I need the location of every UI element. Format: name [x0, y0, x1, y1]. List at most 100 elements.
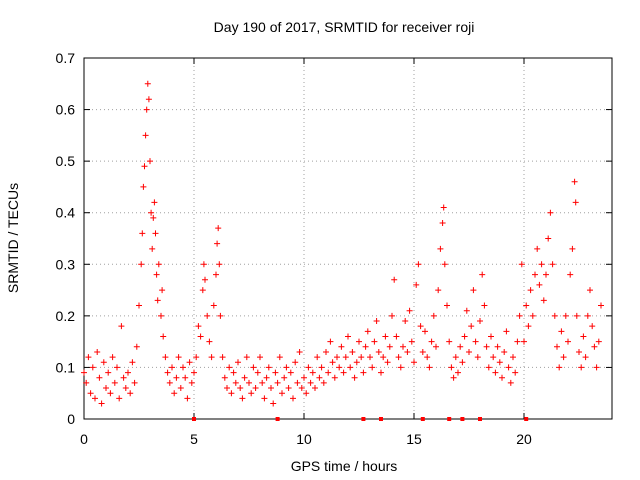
data-point [565, 338, 571, 345]
data-point [149, 245, 156, 252]
zero-marker [420, 417, 425, 421]
x-axis-label: GPS time / hours [291, 458, 398, 474]
data-point [158, 312, 164, 319]
data-point [125, 369, 131, 376]
data-point [572, 199, 579, 206]
data-point [246, 379, 252, 386]
data-point [145, 96, 152, 103]
data-point [216, 261, 223, 268]
data-point [133, 343, 140, 350]
data-point [450, 374, 457, 381]
x-tick-label: 5 [190, 431, 198, 447]
data-point [413, 281, 420, 288]
data-point [523, 302, 530, 309]
data-point [204, 312, 211, 319]
data-point [540, 297, 547, 304]
data-point [419, 348, 426, 355]
data-point [285, 385, 292, 392]
data-point [118, 323, 125, 330]
data-point [272, 369, 279, 376]
data-point [591, 343, 598, 350]
data-point [395, 354, 402, 361]
data-point [527, 287, 534, 294]
data-point [155, 261, 162, 268]
data-point [120, 374, 127, 381]
data-point [182, 374, 189, 381]
data-point [342, 354, 349, 361]
data-point [243, 354, 250, 361]
data-point [143, 106, 150, 113]
data-point [83, 379, 90, 386]
data-point [103, 385, 109, 392]
data-point [503, 328, 510, 335]
data-point [402, 318, 409, 325]
data-point [100, 359, 107, 366]
data-point [221, 374, 228, 381]
data-point [499, 374, 505, 381]
data-point [298, 385, 305, 392]
y-tick-label: 0.1 [56, 359, 76, 375]
data-point [468, 323, 475, 330]
data-point [351, 374, 358, 381]
data-point [139, 230, 146, 237]
data-point [274, 379, 281, 386]
data-point [224, 385, 230, 392]
data-point [228, 390, 235, 397]
data-point [173, 374, 180, 381]
data-point [177, 385, 184, 392]
data-point [276, 354, 283, 361]
data-point [331, 374, 338, 381]
data-point [578, 364, 585, 371]
data-point [270, 400, 277, 407]
data-points [81, 80, 604, 421]
data-point [573, 312, 580, 319]
data-point [446, 338, 453, 345]
data-point [338, 343, 345, 350]
data-point [111, 379, 118, 386]
data-point [356, 338, 362, 345]
data-point [437, 245, 444, 252]
data-point [252, 385, 259, 392]
data-point [140, 183, 147, 190]
data-point [327, 338, 334, 345]
data-point [301, 374, 307, 381]
data-point [439, 220, 446, 227]
data-point [312, 385, 318, 392]
data-point [507, 379, 514, 386]
data-point [164, 369, 171, 376]
data-point [397, 364, 404, 371]
data-point [98, 400, 105, 407]
data-point [107, 390, 114, 397]
data-point [595, 338, 602, 345]
data-point [428, 338, 435, 345]
data-point [226, 364, 233, 371]
y-tick-label: 0.2 [56, 308, 76, 324]
data-point [152, 230, 159, 237]
data-point [386, 343, 393, 350]
data-point [200, 261, 207, 268]
data-point [457, 343, 464, 350]
data-point [314, 354, 321, 361]
data-point [380, 354, 387, 361]
data-point [318, 364, 325, 371]
y-tick-label: 0.5 [56, 153, 76, 169]
data-point [92, 395, 98, 402]
plot-frame [83, 57, 613, 420]
data-point [536, 281, 543, 288]
data-point [459, 359, 466, 366]
data-point [141, 163, 148, 170]
data-point [122, 385, 129, 392]
data-point [441, 261, 448, 268]
zero-marker [478, 417, 482, 421]
data-point [96, 374, 103, 381]
y-tick-label: 0.4 [56, 205, 76, 221]
data-point [492, 369, 499, 376]
series-zero-level-markers [192, 417, 529, 421]
data-point [455, 369, 461, 376]
data-point [554, 343, 560, 350]
data-point [518, 261, 525, 268]
zero-marker [524, 417, 529, 421]
data-point [334, 354, 340, 361]
data-point [598, 302, 604, 309]
